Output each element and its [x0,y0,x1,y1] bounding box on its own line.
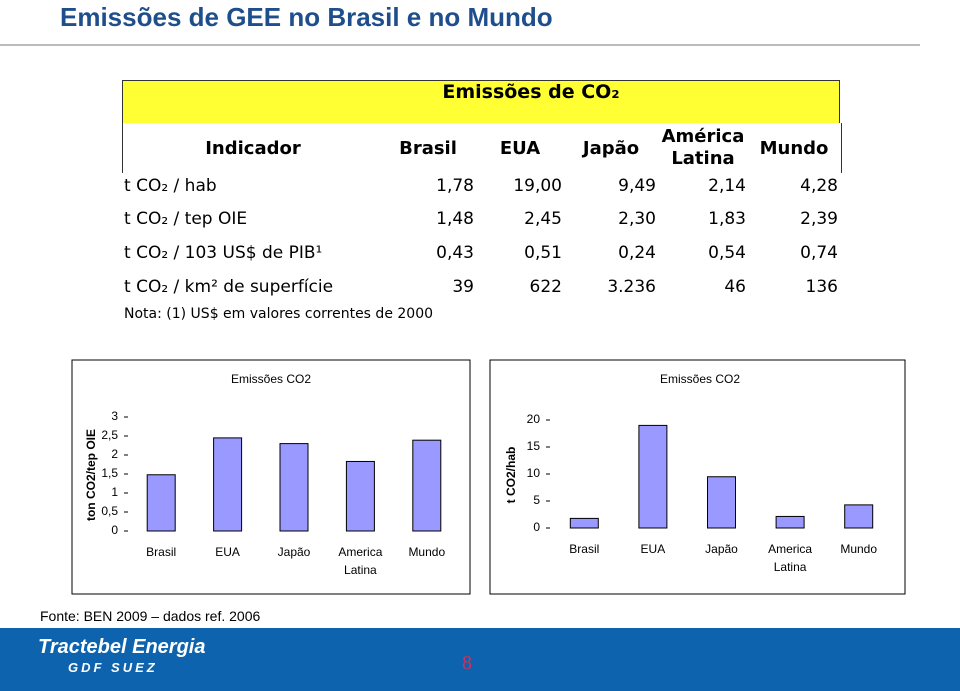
y-tick-label: 0,5 [101,504,118,518]
y-tick-label: 20 [527,412,541,426]
y-axis-label: t CO2/hab [504,447,518,504]
y-tick-label: 1 [111,485,118,499]
bar [213,437,243,532]
slide-title: Emissões de GEE no Brasil e no Mundo [60,2,553,32]
bar [844,504,874,529]
column-header: EUA [499,138,541,159]
cell: 1,78 [436,176,474,196]
chart-frame [489,359,906,595]
cell: 2,14 [708,176,746,196]
row-label: t CO₂ / hab [124,176,217,196]
y-tick-label: 3 [111,409,118,423]
brand: Tractebel Energia [38,636,206,658]
cell: 2,39 [800,209,838,229]
x-tick-label: Mundo [840,542,878,556]
bar [146,474,176,532]
page-number: 8 [462,652,472,674]
x-tick-label: America Latina [338,545,383,577]
bar [345,460,375,532]
y-axis-label: ton CO2/tep OIE [84,429,98,521]
chart-title: Emissões CO2 [660,372,740,386]
cell: 39 [452,277,474,297]
cell: 622 [529,277,562,297]
cell: 46 [724,277,746,297]
y-tick-label: 15 [527,439,541,453]
column-header: Brasil [399,138,457,159]
column-header: Indicador [205,138,301,159]
x-tick-label: Japão [277,545,311,559]
y-tick-label: 5 [533,493,540,507]
bar [638,424,668,529]
x-tick-label: EUA [215,545,240,559]
cell: 0,51 [524,243,562,263]
column-header-band [122,123,842,173]
table-note: Nota: (1) US$ em valores correntes de 20… [124,306,434,322]
row-label: t CO₂ / 103 US$ de PIB¹ [124,243,323,263]
table-group-header: Emissões de CO₂ [122,80,840,124]
x-tick-label: Japão [705,542,738,556]
row-label: t CO₂ / km² de superfície [124,277,334,297]
cell: 19,00 [513,176,562,196]
title-rule [0,44,920,46]
chart-frame [71,359,471,595]
column-header: Mundo [759,138,829,159]
source-note: Fonte: BEN 2009 – dados ref. 2006 [40,608,261,624]
bar [707,476,736,529]
bar [279,443,309,532]
y-tick-label: 10 [527,466,541,480]
cell: 1,48 [436,209,474,229]
y-tick-label: 0 [111,523,118,537]
bar [569,517,599,529]
cell: 0,54 [708,243,746,263]
cell: 2,45 [524,209,562,229]
cell: 136 [805,277,838,297]
cell: 0,74 [800,243,838,263]
cell: 2,30 [618,209,656,229]
x-tick-label: EUA [640,542,666,556]
y-tick-label: 0 [533,520,540,534]
cell: 0,43 [436,243,474,263]
bar [412,439,442,532]
cell: 9,49 [618,176,656,196]
y-tick-label: 2,5 [101,428,118,442]
cell: 4,28 [800,176,838,196]
y-tick-label: 1,5 [101,466,118,480]
cell: 0,24 [618,243,656,263]
x-tick-label: Brasil [146,545,177,559]
group-brand: GDF SUEZ [68,660,158,675]
footer-bar [0,628,960,691]
chart-title: Emissões CO2 [231,372,311,386]
row-label: t CO₂ / tep OIE [124,209,248,229]
x-tick-label: Mundo [408,545,446,559]
cell: 3.236 [607,277,656,297]
column-header: América Latina [661,126,745,169]
x-tick-label: America Latina [768,542,813,574]
y-tick-label: 2 [111,447,118,461]
x-tick-label: Brasil [569,542,600,556]
group-header-text: Emissões de CO₂ [442,81,620,103]
cell: 1,83 [708,209,746,229]
bar [775,515,805,529]
column-header: Japão [582,138,640,159]
